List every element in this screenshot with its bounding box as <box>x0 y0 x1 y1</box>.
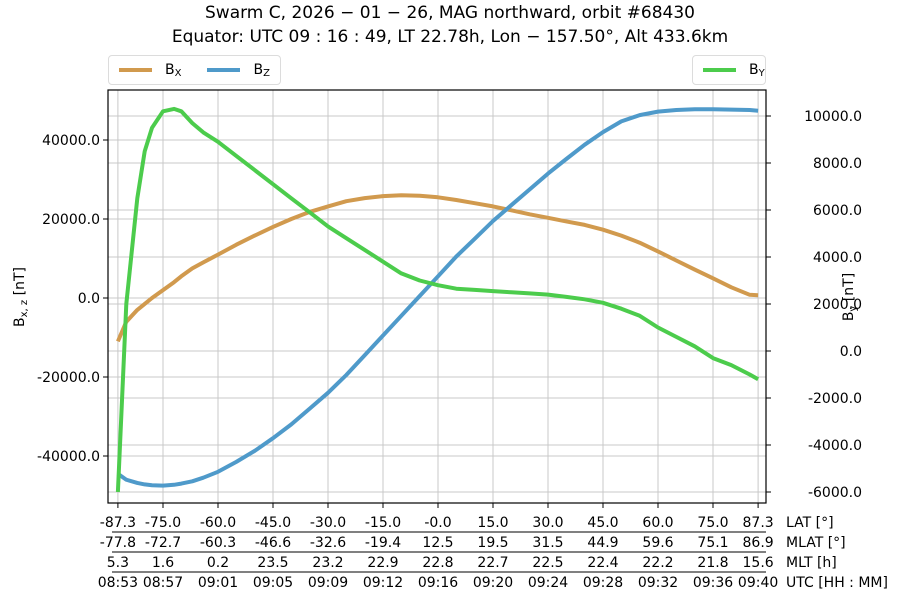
x-tick-label: 23.2 <box>312 555 343 571</box>
x-tick-label: 19.5 <box>477 535 508 551</box>
x-tick-label: 5.3 <box>107 555 129 571</box>
x-tick-label: 09:36 <box>693 575 733 591</box>
x-tick-label: -30.0 <box>310 515 346 531</box>
left-tick-label: 0.0 <box>78 291 100 307</box>
series-line-by <box>115 106 760 493</box>
x-tick-label: -0.0 <box>424 515 451 531</box>
legend-label-bx: BX <box>165 61 182 79</box>
x-tick-label: 22.2 <box>642 555 673 571</box>
x-tick-label: 09:01 <box>198 575 238 591</box>
x-tick-label: 22.4 <box>587 555 618 571</box>
x-tick-label: 59.6 <box>642 535 673 551</box>
x-row-name: LAT [°] <box>786 515 834 531</box>
right-tick-label: 0.0 <box>840 344 862 360</box>
x-tick-label: -77.8 <box>100 535 136 551</box>
x-tick-label: 22.9 <box>367 555 398 571</box>
left-axis-label: Bx, z [nT] <box>12 267 30 327</box>
legend-item-bx: BX <box>119 62 181 79</box>
x-tick-label: -75.0 <box>145 515 181 531</box>
x-tick-label: -72.7 <box>145 535 181 551</box>
left-tick-label: -40000.0 <box>37 449 100 465</box>
right-tick-label: -4000.0 <box>808 438 862 454</box>
x-tick-label: 09:05 <box>253 575 293 591</box>
x-tick-label: 09:16 <box>418 575 458 591</box>
series-line-bz <box>116 107 759 488</box>
x-tick-label: 22.7 <box>477 555 508 571</box>
chart-title-line2: Equator: UTC 09 : 16 : 49, LT 22.78h, Lo… <box>171 27 729 47</box>
data-lines <box>115 106 760 493</box>
x-tick-label: -19.4 <box>365 535 401 551</box>
bz-line-swatch-icon <box>207 68 241 72</box>
x-tick-label: -15.0 <box>365 515 401 531</box>
right-tick-label: 6000.0 <box>813 203 862 219</box>
x-tick-label: 0.2 <box>207 555 229 571</box>
legend-item-bz: BZ <box>207 61 270 79</box>
left-tick-label: 40000.0 <box>42 133 100 149</box>
axis-ticks: 40000.0 20000.0 0.0 -20000.0 -40000.0 10000.0… <box>37 109 888 591</box>
x-tick-label: -32.6 <box>310 535 346 551</box>
x-tick-label: 08:57 <box>143 575 183 591</box>
x-tick-label: -87.3 <box>100 515 136 531</box>
x-tick-label: 87.3 <box>743 515 774 531</box>
x-tick-label: 23.5 <box>257 555 288 571</box>
right-tick-label: -2000.0 <box>808 391 862 407</box>
x-tick-label: 22.8 <box>422 555 453 571</box>
x-tick-label: 86.9 <box>743 535 774 551</box>
x-tick-label: -45.0 <box>255 515 291 531</box>
x-tick-label: 22.5 <box>532 555 563 571</box>
left-tick-label: 20000.0 <box>42 212 100 228</box>
right-tick-label: 2000.0 <box>813 297 862 313</box>
x-tick-label: 44.9 <box>587 535 618 551</box>
right-tick-label: 10000.0 <box>804 109 862 125</box>
x-row-name: MLAT [°] <box>786 535 846 551</box>
x-row-name: MLT [h] <box>786 555 837 571</box>
right-tick-label: 8000.0 <box>813 156 862 172</box>
x-tick-label: 60.0 <box>642 515 673 531</box>
series-line-bx <box>116 193 759 343</box>
x-tick-label: 21.8 <box>697 555 728 571</box>
x-tick-label: 75.0 <box>697 515 728 531</box>
x-tick-label: 45.0 <box>587 515 618 531</box>
svg-text:By [nT]: By [nT] <box>841 273 859 321</box>
x-tick-label: 31.5 <box>532 535 563 551</box>
x-row-name: UTC [HH : MM] <box>786 575 888 591</box>
x-tick-label: 1.6 <box>152 555 174 571</box>
grid-lines <box>108 90 766 503</box>
x-tick-label: 15.0 <box>477 515 508 531</box>
bx-line-swatch-icon <box>119 68 152 72</box>
x-tick-label: 12.5 <box>422 535 453 551</box>
left-tick-label: -20000.0 <box>37 370 100 386</box>
x-tick-label: 09:40 <box>738 575 778 591</box>
x-tick-label: -46.6 <box>255 535 291 551</box>
x-tick-label: 15.6 <box>743 555 774 571</box>
by-line-swatch-icon <box>703 68 736 72</box>
x-tick-label: 09:32 <box>638 575 678 591</box>
x-tick-label: 75.1 <box>697 535 728 551</box>
x-tick-label: -60.3 <box>200 535 236 551</box>
legend-right: BY <box>692 55 766 85</box>
x-tick-label: -60.0 <box>200 515 236 531</box>
x-tick-label: 08:53 <box>98 575 138 591</box>
svg-text:Bx, z [nT]: Bx, z [nT] <box>12 267 30 327</box>
x-tick-label: 09:09 <box>308 575 348 591</box>
right-tick-label: 4000.0 <box>813 250 862 266</box>
x-tick-label: 09:12 <box>363 575 403 591</box>
legend-item-by: BY <box>703 62 765 79</box>
right-axis-label: By [nT] <box>841 273 859 321</box>
legend-label-by: BY <box>749 61 765 79</box>
x-tick-label: 09:20 <box>473 575 513 591</box>
x-tick-label: 30.0 <box>532 515 563 531</box>
right-tick-label: -6000.0 <box>808 485 862 501</box>
x-tick-label: 09:24 <box>528 575 568 591</box>
legend-label-bz: BZ <box>253 61 270 79</box>
x-tick-label: 09:28 <box>583 575 623 591</box>
chart-title-line1: Swarm C, 2026 − 01 − 26, MAG northward, … <box>205 3 695 23</box>
plot-frame <box>107 89 767 504</box>
legend-left: BX BZ <box>108 55 281 85</box>
